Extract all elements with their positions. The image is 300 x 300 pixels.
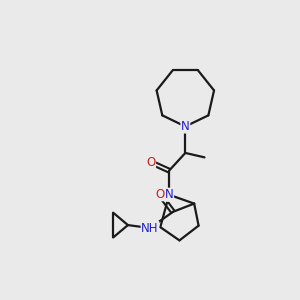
Text: NH: NH bbox=[141, 221, 159, 235]
Text: O: O bbox=[146, 156, 155, 169]
Text: O: O bbox=[155, 188, 164, 201]
Text: N: N bbox=[165, 188, 173, 201]
Text: N: N bbox=[181, 120, 190, 133]
